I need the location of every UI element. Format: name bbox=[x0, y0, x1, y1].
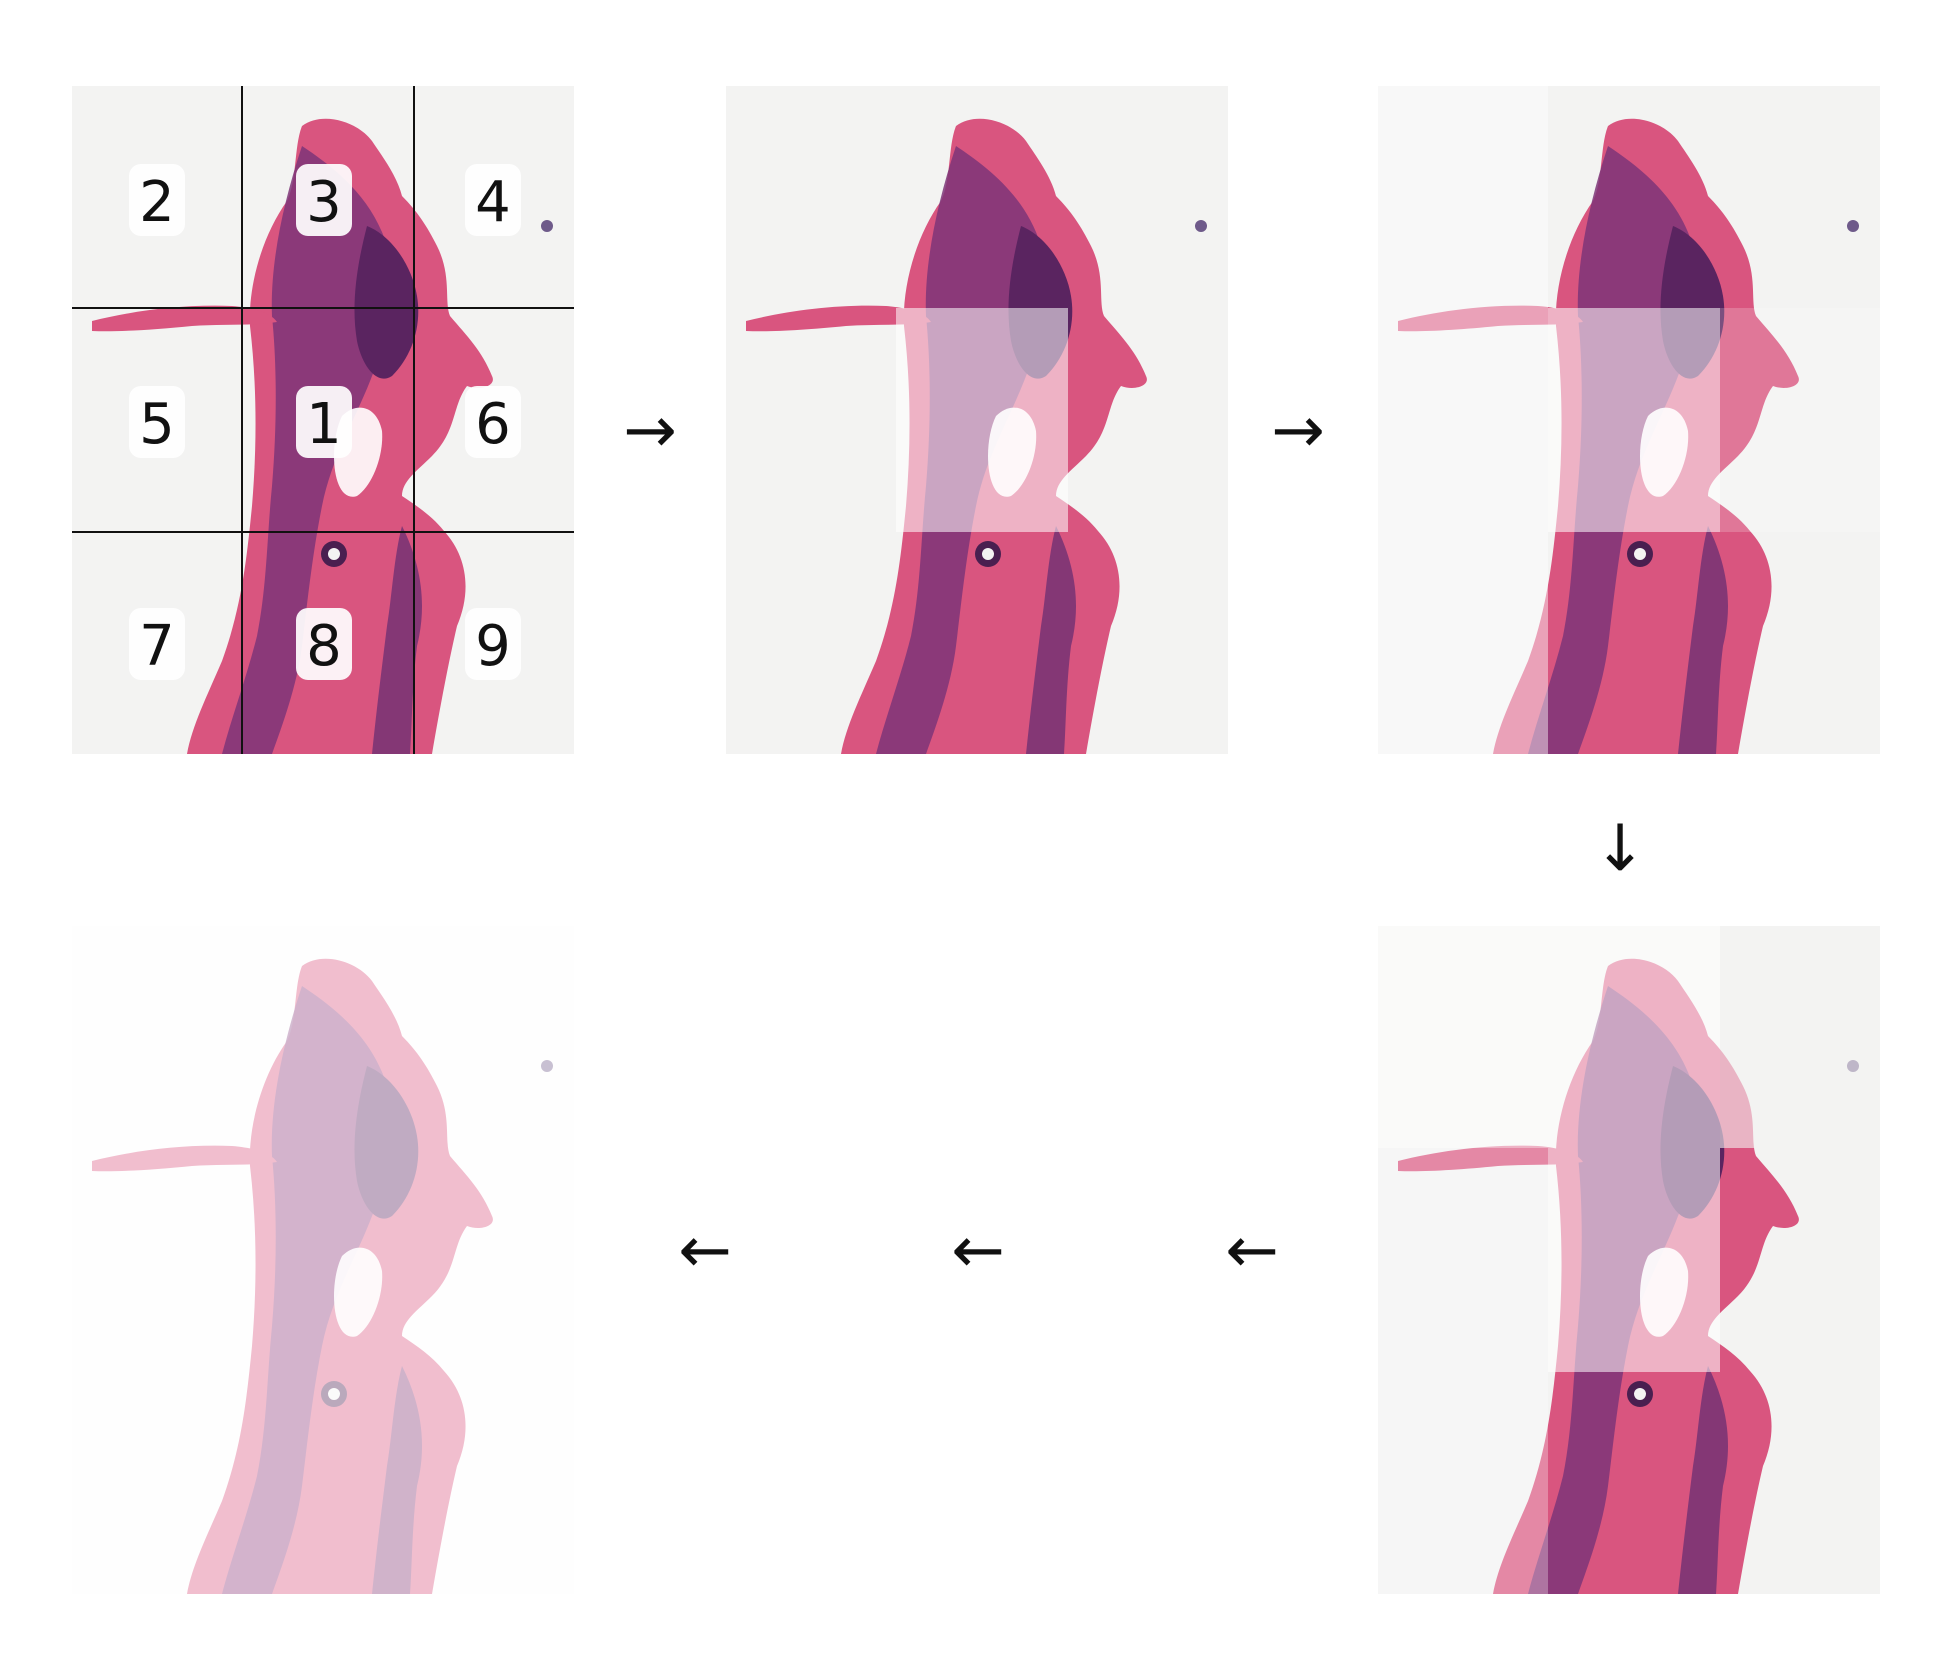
normalized-tile-1 bbox=[896, 308, 1068, 532]
normalized-tile-4 bbox=[1720, 926, 1880, 1148]
arrow-left-1: ← bbox=[1225, 1214, 1279, 1288]
grid-lines bbox=[72, 86, 574, 754]
normalized-tile-1 bbox=[1548, 308, 1720, 532]
svg-text:7: 7 bbox=[139, 614, 175, 679]
arrow-right-1: → bbox=[623, 394, 677, 468]
svg-text:4: 4 bbox=[475, 170, 511, 235]
arrow-left-2: ← bbox=[951, 1214, 1005, 1288]
tile-label-8: 8 bbox=[296, 608, 352, 680]
panel-result bbox=[72, 926, 574, 1594]
arrow-left-3: ← bbox=[678, 1214, 732, 1288]
panel-step-1 bbox=[726, 86, 1228, 755]
tile-label-9: 9 bbox=[465, 608, 521, 680]
panel-step-2 bbox=[1378, 86, 1880, 755]
tile-label-2: 2 bbox=[129, 164, 185, 236]
svg-text:2: 2 bbox=[139, 170, 175, 235]
tile-label-3: 3 bbox=[296, 164, 352, 236]
normalized-column-left bbox=[1378, 86, 1548, 754]
tile-label-5: 5 bbox=[129, 386, 185, 458]
arrow-right-2: → bbox=[1271, 394, 1325, 468]
normalized-tile-6 bbox=[1720, 308, 1880, 532]
svg-text:6: 6 bbox=[475, 392, 511, 457]
svg-text:3: 3 bbox=[306, 170, 342, 235]
arrow-down: ↓ bbox=[1593, 812, 1647, 886]
normalized-column-left-lower bbox=[1378, 1148, 1548, 1594]
tile-label-4: 4 bbox=[465, 164, 521, 236]
normalized-tile-1 bbox=[1548, 1148, 1720, 1372]
tile-label-7: 7 bbox=[129, 608, 185, 680]
tile-label-1: 1 bbox=[296, 386, 352, 458]
normalized-tiles-2-3 bbox=[1378, 926, 1720, 1148]
fully-normalized-overlay bbox=[72, 926, 574, 1594]
svg-text:9: 9 bbox=[475, 614, 511, 679]
svg-text:5: 5 bbox=[139, 392, 175, 457]
panel-step-3 bbox=[1378, 926, 1880, 1594]
svg-text:8: 8 bbox=[306, 614, 342, 679]
panel-grid: 2 3 4 5 1 6 7 8 9 bbox=[72, 86, 574, 755]
tile-label-6: 6 bbox=[465, 386, 521, 458]
svg-text:1: 1 bbox=[306, 392, 342, 457]
